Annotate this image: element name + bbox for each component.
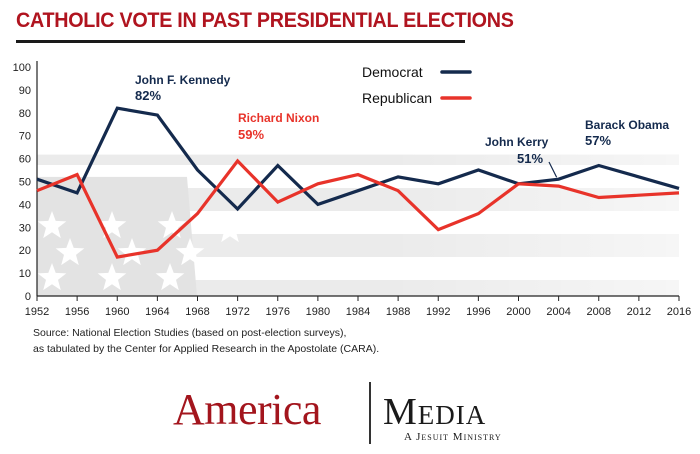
series-line-democrat [36, 106, 680, 212]
x-tick-label: 1988 [386, 306, 410, 318]
annotation-value: 51% [517, 151, 543, 166]
legend-label-republican: Republican [362, 90, 432, 106]
x-tick-label: 1960 [105, 306, 129, 318]
logo-america-text: America [173, 385, 321, 434]
annotation-value: 59% [238, 127, 264, 142]
y-tick-label: 30 [19, 222, 31, 234]
line-chart: 0 10 20 30 40 50 60 70 80 90 100 1952 1956 1960 1964 19… [13, 61, 691, 318]
x-tick-label: 2016 [667, 306, 691, 318]
flag-star [155, 263, 185, 291]
annotation-name: Richard Nixon [238, 111, 319, 125]
y-tick-label: 90 [19, 85, 31, 97]
x-tick-label: 1992 [426, 306, 450, 318]
x-tick-label: 1980 [306, 306, 330, 318]
logo-divider [369, 382, 371, 444]
flag-star [97, 263, 127, 291]
y-tick-label: 0 [25, 291, 31, 303]
y-tick-label: 40 [19, 199, 31, 211]
x-tick-label: 2004 [546, 306, 570, 318]
x-tick-label: 1968 [185, 306, 209, 318]
annotation-value: 82% [135, 88, 161, 103]
annotation-value: 57% [585, 133, 611, 148]
chart-title: CATHOLIC VOTE IN PAST PRESIDENTIAL ELECT… [16, 9, 514, 32]
logo-media-text: Media [383, 390, 486, 434]
flag-star [175, 238, 205, 266]
annotation-name: John F. Kennedy [135, 73, 231, 87]
flag-star [37, 211, 67, 239]
source-line-1: Source: National Election Studies (based… [33, 327, 347, 339]
x-tick-label: 1996 [466, 306, 490, 318]
flag-background [37, 154, 679, 296]
x-tick-label: 2008 [587, 306, 611, 318]
flag-star [117, 238, 147, 266]
y-tick-label: 80 [19, 108, 31, 120]
y-tick-label: 70 [19, 131, 31, 143]
series-line-republican [36, 158, 680, 259]
annotation-name: John Kerry [485, 135, 549, 149]
x-tick-label: 1964 [145, 306, 169, 318]
x-tick-label: 1952 [25, 306, 49, 318]
flag-star [215, 215, 245, 243]
flag-star [55, 238, 85, 266]
logo-media-word: Media [383, 391, 487, 433]
source-note: Source: National Election Studies (based… [33, 325, 379, 357]
annotation-name: Barack Obama [585, 118, 669, 132]
legend-label-democrat: Democrat [362, 64, 423, 80]
y-tick-label: 20 [19, 245, 31, 257]
flag-star [37, 263, 67, 291]
y-tick-label: 100 [13, 62, 31, 74]
flag-star [157, 211, 187, 239]
x-tick-label: 1956 [65, 306, 89, 318]
y-tick-label: 10 [19, 268, 31, 280]
x-tick-label: 1984 [346, 306, 370, 318]
logo-tagline: A Jesuit Ministry [404, 431, 502, 443]
x-tick-label: 1976 [266, 306, 290, 318]
x-tick-label: 2012 [627, 306, 651, 318]
series-lines [36, 106, 680, 259]
annotation-leader [548, 161, 558, 178]
star-field [37, 176, 197, 296]
legend: Democrat Republican [362, 64, 472, 106]
title-underline [16, 40, 465, 43]
source-line-2: as tabulated by the Center for Applied R… [33, 343, 380, 355]
y-tick-label: 50 [19, 177, 31, 189]
logo-tagline-text: A Jesuit Ministry [404, 431, 502, 443]
x-tick-label: 2000 [506, 306, 530, 318]
axes: 0 10 20 30 40 50 60 70 80 90 100 1952 1956 1960 1964 19… [13, 61, 691, 318]
x-tick-label: 1972 [225, 306, 249, 318]
flag-star [97, 211, 127, 239]
y-tick-label: 60 [19, 154, 31, 166]
